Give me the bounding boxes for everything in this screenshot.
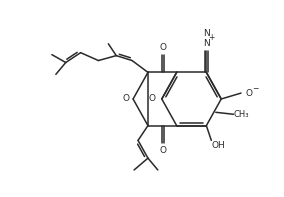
Text: +: + — [208, 33, 214, 42]
Text: CH₃: CH₃ — [234, 110, 249, 119]
Text: O: O — [160, 43, 167, 52]
Text: OH: OH — [211, 141, 225, 150]
Text: N: N — [203, 39, 210, 48]
Text: O: O — [245, 89, 252, 98]
Text: −: − — [252, 84, 258, 93]
Text: N: N — [203, 29, 210, 38]
Text: O: O — [160, 146, 167, 155]
Text: O: O — [149, 95, 155, 103]
Text: O: O — [123, 95, 130, 103]
